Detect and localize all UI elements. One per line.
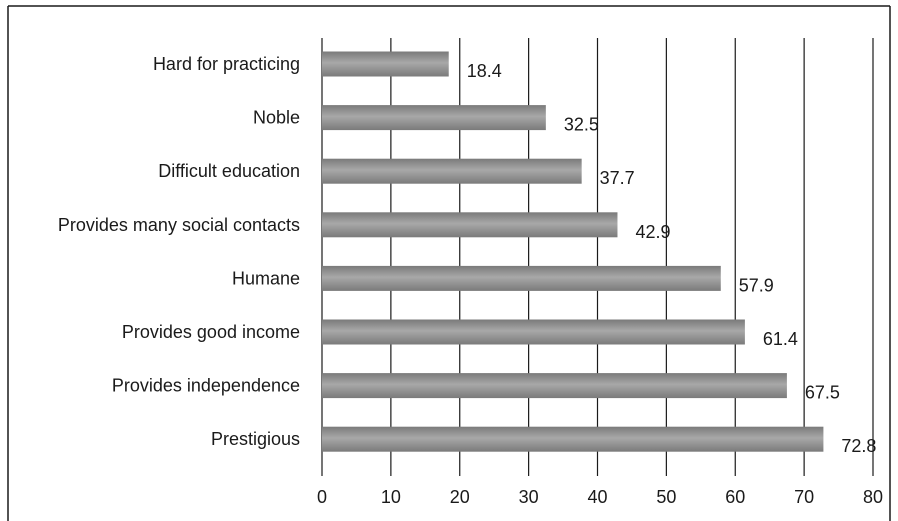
bar xyxy=(322,212,618,238)
data-label: 32.5 xyxy=(564,115,599,135)
data-label: 42.9 xyxy=(635,222,670,242)
category-label: Prestigious xyxy=(211,429,300,449)
bar xyxy=(322,158,582,184)
x-tick-label: 20 xyxy=(450,487,470,507)
bar xyxy=(322,105,546,131)
category-label: Provides many social contacts xyxy=(58,215,300,235)
bar xyxy=(322,265,721,291)
data-label: 37.7 xyxy=(600,168,635,188)
category-label: Humane xyxy=(232,268,300,288)
data-label: 18.4 xyxy=(467,61,502,81)
bar xyxy=(322,51,449,77)
x-tick-label: 0 xyxy=(317,487,327,507)
bar xyxy=(322,373,787,399)
category-label: Hard for practicing xyxy=(153,54,300,74)
category-label: Difficult education xyxy=(158,161,300,181)
x-tick-label: 10 xyxy=(381,487,401,507)
x-tick-label: 70 xyxy=(794,487,814,507)
bar xyxy=(322,319,745,345)
x-tick-label: 50 xyxy=(656,487,676,507)
category-label: Provides good income xyxy=(122,322,300,342)
bar xyxy=(322,426,824,452)
category-label: Noble xyxy=(253,108,300,128)
data-label: 67.5 xyxy=(805,383,840,403)
category-label: Provides independence xyxy=(112,376,300,396)
x-tick-label: 30 xyxy=(519,487,539,507)
data-label: 57.9 xyxy=(739,275,774,295)
x-tick-label: 60 xyxy=(725,487,745,507)
x-tick-label: 80 xyxy=(863,487,883,507)
data-label: 61.4 xyxy=(763,329,798,349)
data-label: 72.8 xyxy=(841,436,876,456)
x-tick-label: 40 xyxy=(587,487,607,507)
